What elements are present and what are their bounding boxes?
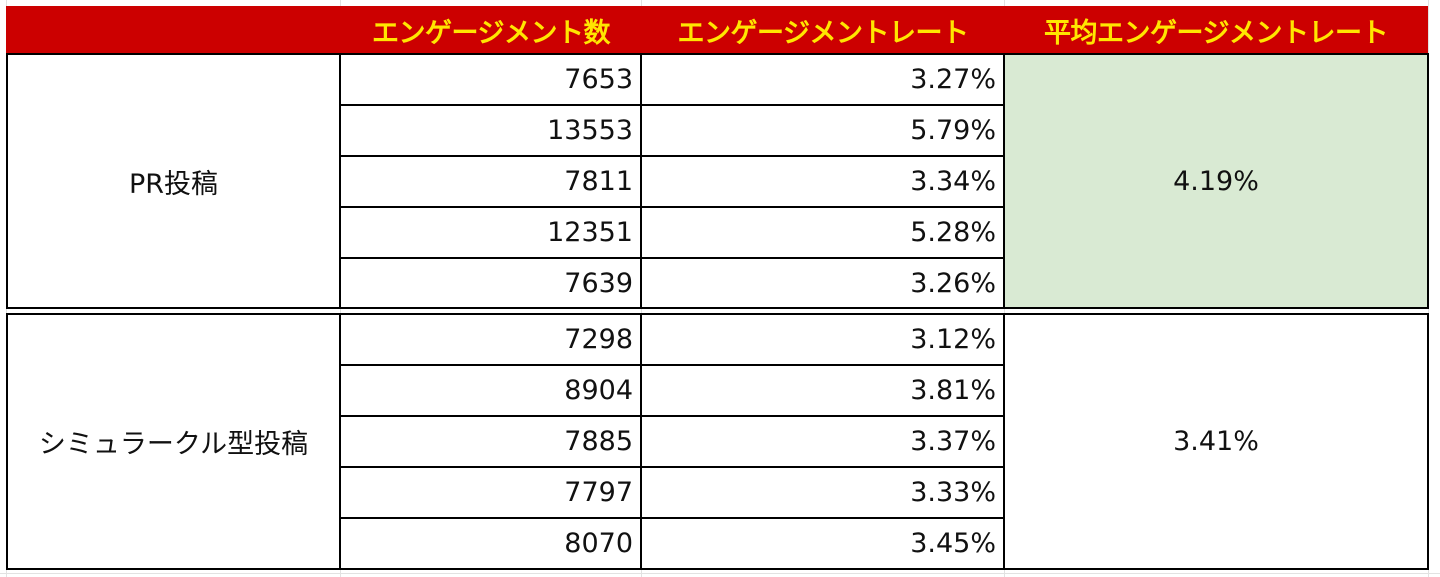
count-cell: 7797 [564,477,633,508]
rate-cell: 3.27% [910,64,996,95]
count-cell: 7653 [564,64,633,95]
count-cell: 7298 [564,324,633,355]
rate-cell: 3.12% [910,324,996,355]
rate-cell: 3.34% [910,166,996,197]
count-cell: 7639 [564,267,633,299]
header-engagement-rate: エンゲージメントレート [641,6,1005,54]
rate-cell: 5.79% [910,115,996,146]
header-average-engagement-rate: 平均エンゲージメントレート [1004,6,1428,54]
group-label-simulacrum: シミュラークル型投稿 [38,429,309,460]
group-label-pr: PR投稿 [128,168,219,200]
count-cell: 8070 [564,528,633,559]
count-cell: 13553 [547,115,633,146]
rate-cell: 3.33% [910,477,996,508]
count-cell: 7811 [564,166,633,197]
header-blank [6,6,341,54]
header-engagement-count: エンゲージメント数 [340,6,642,54]
rate-cell: 3.81% [910,375,996,406]
rate-cell: 3.26% [910,267,996,299]
count-cell: 7885 [564,426,633,457]
average-rate-pr: 4.19% [1004,54,1428,308]
count-cell: 12351 [547,217,633,248]
rate-cell: 3.45% [910,528,996,559]
rate-cell: 5.28% [910,217,996,248]
average-rate-simulacrum: 3.41% [1173,426,1259,457]
rate-cell: 3.37% [910,426,996,457]
count-cell: 8904 [564,375,633,406]
